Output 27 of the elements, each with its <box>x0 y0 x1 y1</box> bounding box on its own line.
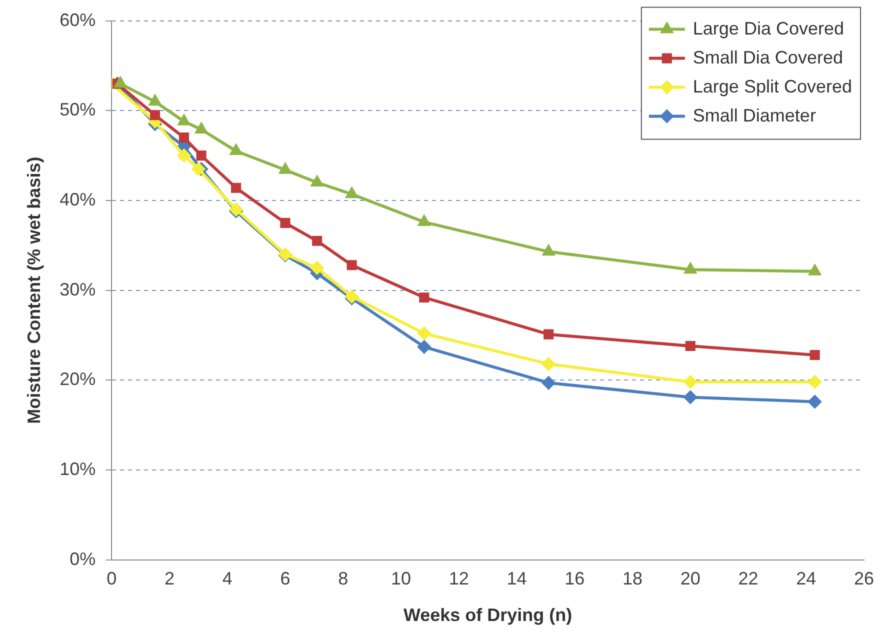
x-tick-label: 12 <box>448 568 469 589</box>
legend-label: Small Dia Covered <box>692 47 843 68</box>
legend-label: Large Dia Covered <box>692 18 844 38</box>
y-tick-label: 60% <box>60 10 96 30</box>
x-tick-label: 2 <box>164 568 175 589</box>
x-tick-label: 24 <box>796 568 816 589</box>
x-tick-label: 0 <box>106 568 117 589</box>
legend-label: Large Split Covered <box>692 76 852 96</box>
y-tick-label: 50% <box>60 100 96 120</box>
x-tick-label: 14 <box>506 568 527 589</box>
x-axis-title: Weeks of Drying (n) <box>403 605 572 626</box>
x-tick-label: 4 <box>222 568 232 589</box>
y-tick-label: 40% <box>60 189 96 210</box>
x-tick-label: 6 <box>280 568 290 589</box>
y-tick-label: 0% <box>70 548 96 569</box>
x-tick-label: 8 <box>338 568 348 589</box>
x-tick-label: 16 <box>564 568 585 589</box>
y-tick-label: 10% <box>60 458 96 479</box>
y-axis-title: Moisture Content (% wet basis) <box>24 156 44 424</box>
x-tick-label: 22 <box>738 568 758 589</box>
y-tick-label: 30% <box>60 279 96 300</box>
y-tick-label: 20% <box>60 369 96 390</box>
x-tick-label: 20 <box>680 568 700 589</box>
x-tick-label: 18 <box>622 568 643 589</box>
x-tick-label: 26 <box>854 568 874 589</box>
legend-label: Small Diameter <box>692 105 816 126</box>
x-tick-label: 10 <box>390 568 412 589</box>
